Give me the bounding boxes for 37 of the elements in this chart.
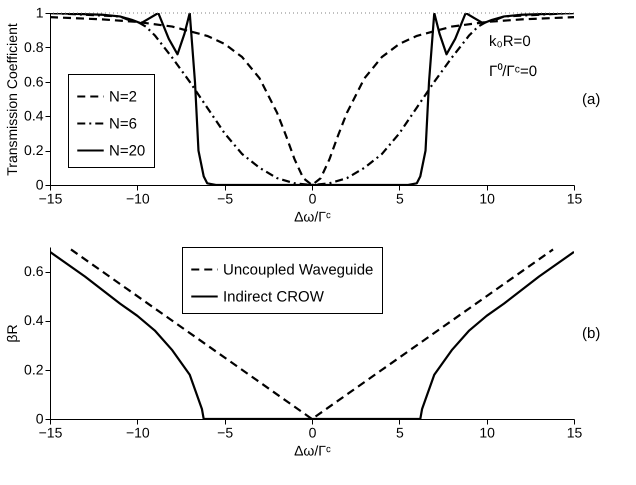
x-tick-label: 5 — [396, 424, 404, 440]
text: (a) — [582, 91, 600, 108]
y-axis-title: Transmission Coefficient — [4, 23, 20, 176]
x-axis-title: Δω/Γᶜ — [294, 442, 331, 458]
y-tick-label: 0.8 — [24, 38, 44, 55]
annotation: Γ⁰/Γᶜ=0 — [489, 63, 538, 80]
legend-label: N=6 — [109, 116, 137, 132]
annotation: k₀R=0 — [489, 33, 531, 50]
y-tick-label: 0.4 — [24, 312, 44, 328]
text: (b) — [582, 325, 600, 342]
y-tick-label: 0 — [36, 176, 44, 192]
x-tick-label: −15 — [38, 424, 63, 440]
x-tick-label: 10 — [479, 190, 496, 206]
x-tick-label: −5 — [217, 190, 234, 206]
x-tick-label: 15 — [566, 190, 582, 206]
x-tick-label: 5 — [396, 190, 404, 206]
x-tick-label: 0 — [308, 190, 317, 206]
legend-label: N=20 — [109, 142, 146, 160]
x-tick-label: 15 — [566, 424, 582, 440]
x-tick-label: 0 — [308, 424, 317, 440]
x-tick-label: −10 — [126, 424, 150, 440]
legend-label: Uncoupled Waveguide — [223, 262, 374, 278]
y-tick-label: 0.6 — [24, 263, 44, 280]
x-axis-title: Δω/Γᶜ — [294, 208, 331, 224]
y-axis-title: βR — [4, 324, 20, 343]
y-tick-label: 1 — [36, 4, 44, 20]
y-tick-label: 0 — [36, 410, 44, 426]
y-tick-label: 0.2 — [24, 142, 44, 158]
x-tick-label: −5 — [217, 424, 234, 440]
x-tick-label: −10 — [126, 190, 150, 206]
legend-label: N=2 — [109, 88, 137, 106]
x-tick-label: −15 — [38, 190, 63, 206]
y-tick-label: 0.2 — [24, 361, 44, 378]
x-tick-label: 10 — [479, 424, 496, 440]
legend-label: Indirect CROW — [223, 288, 325, 306]
y-tick-label: 0.4 — [24, 108, 44, 124]
y-tick-label: 0.6 — [24, 73, 44, 90]
